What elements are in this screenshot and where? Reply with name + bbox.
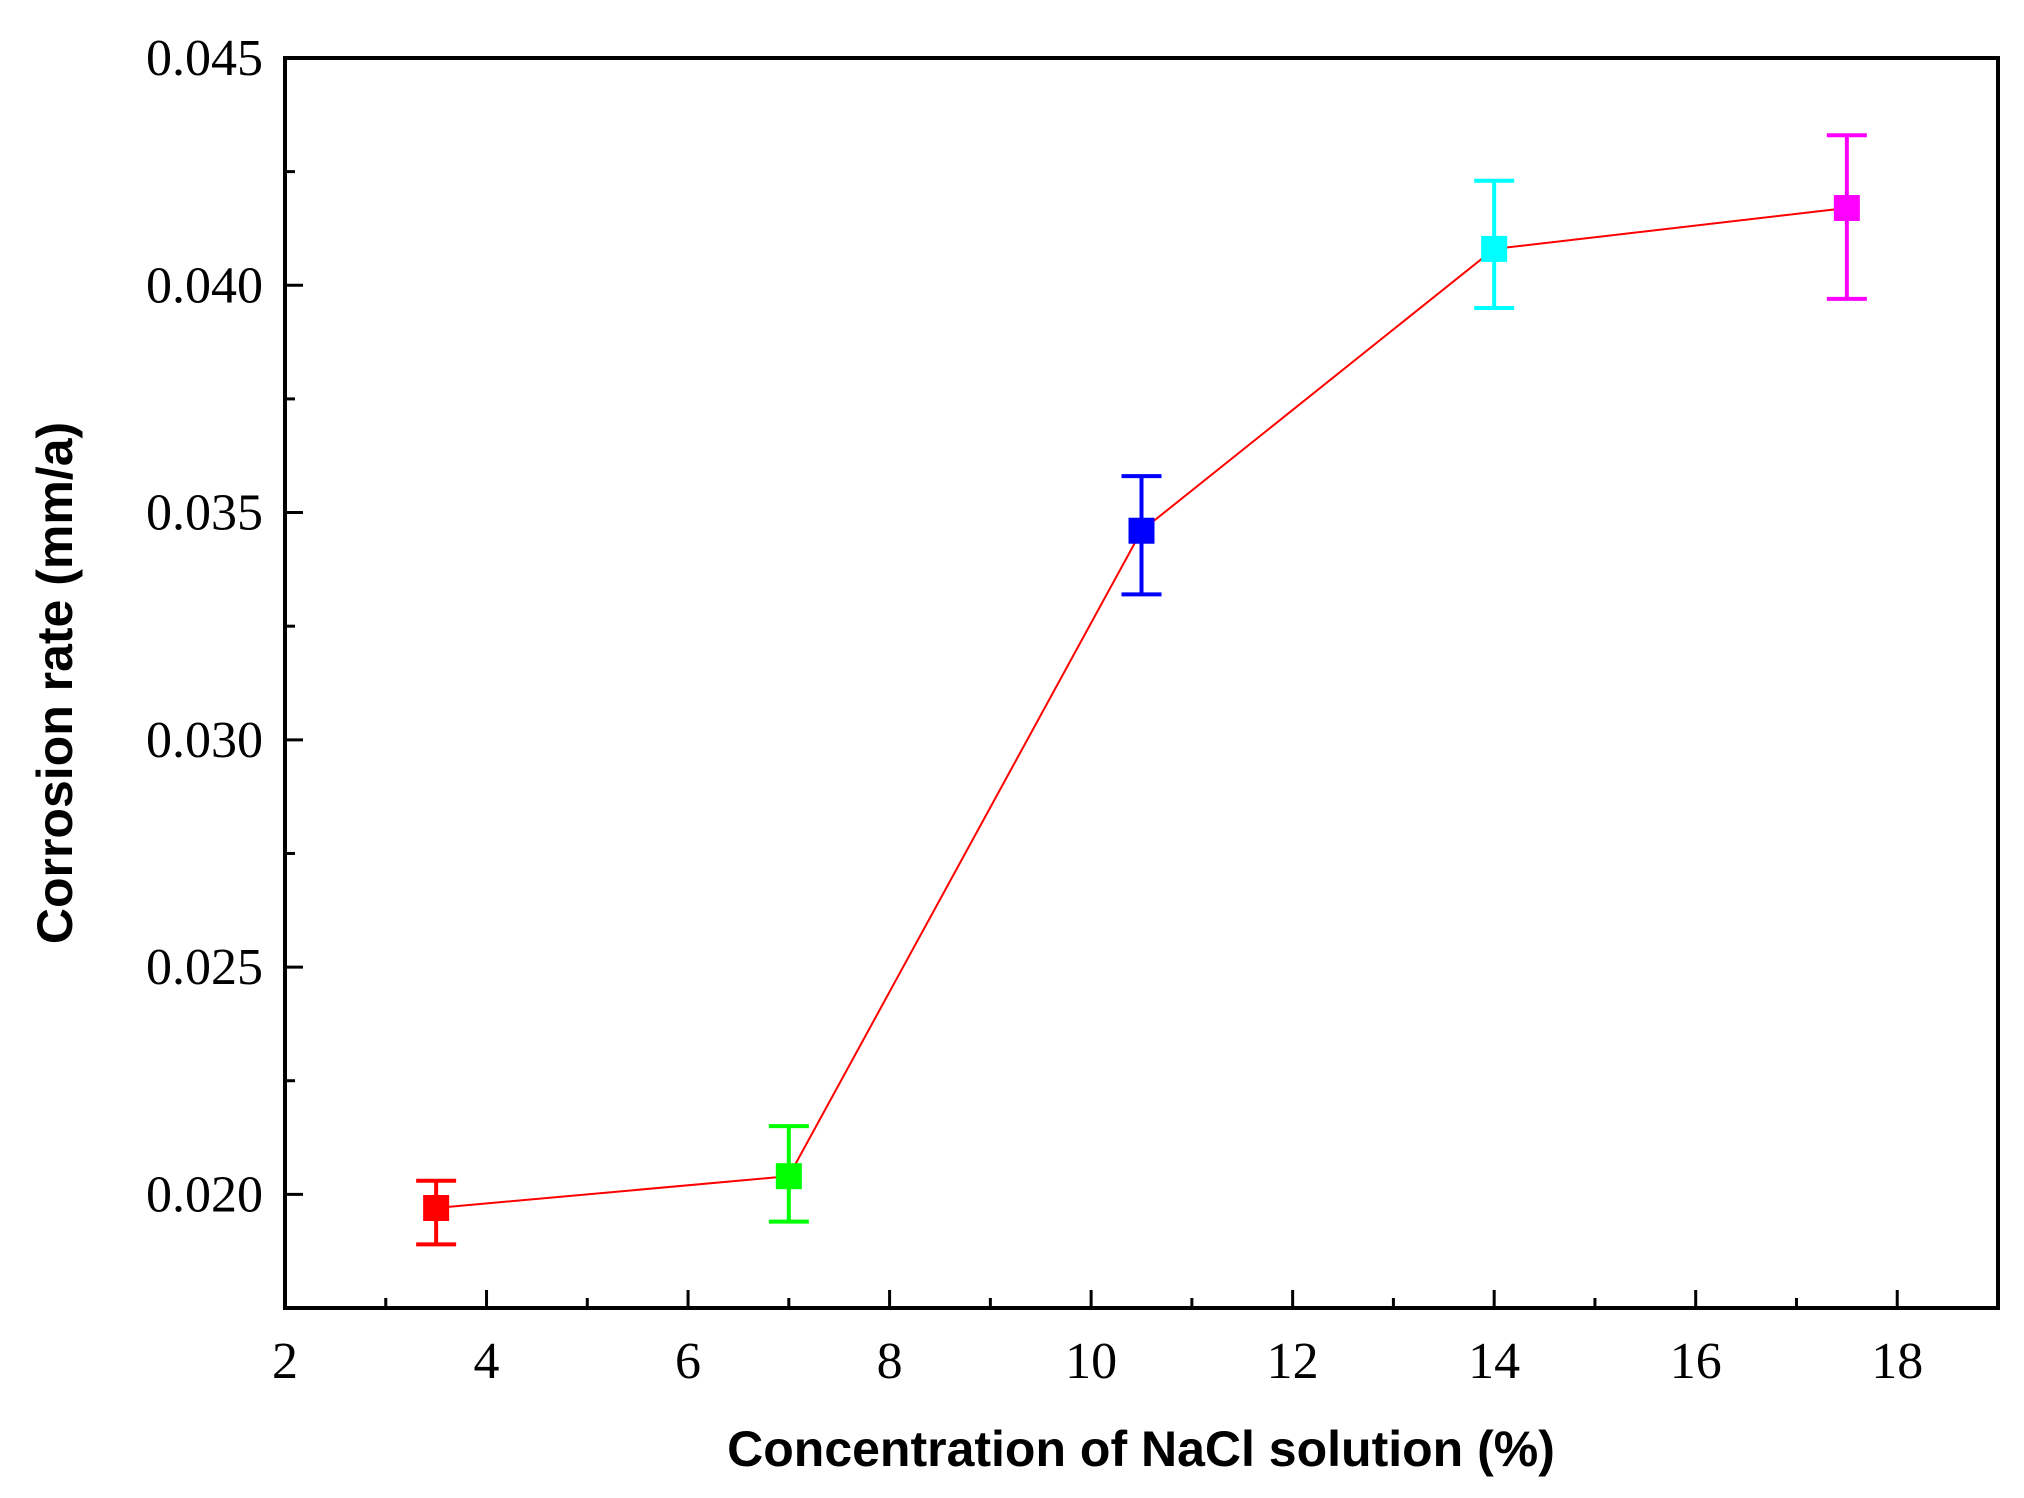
x-tick-label: 6 bbox=[675, 1333, 701, 1390]
data-point-marker bbox=[1481, 235, 1508, 262]
x-tick-label: 4 bbox=[474, 1333, 500, 1390]
data-point-marker bbox=[423, 1195, 450, 1221]
data-point-marker bbox=[1128, 517, 1155, 544]
major-ticks bbox=[283, 56, 1899, 1308]
minor-ticks bbox=[285, 170, 1798, 1308]
y-tick-label: 0.025 bbox=[146, 939, 263, 996]
markers bbox=[423, 195, 1860, 1221]
y-tick-label: 0.030 bbox=[146, 712, 263, 769]
x-tick-label: 12 bbox=[1267, 1333, 1319, 1390]
series-line bbox=[436, 207, 1847, 1209]
tick-labels: 2 4 6 8 10 12 14 16 18 0.020 0.025 0.030 0.035 0.040 0… bbox=[146, 30, 1923, 1390]
x-tick-label: 14 bbox=[1468, 1333, 1520, 1390]
x-tick-label: 2 bbox=[272, 1333, 298, 1390]
x-tick-label: 8 bbox=[877, 1333, 903, 1390]
x-tick-label: 16 bbox=[1670, 1333, 1722, 1390]
error-bars bbox=[416, 133, 1867, 1247]
y-tick-label: 0.040 bbox=[146, 257, 263, 314]
y-tick-label: 0.045 bbox=[146, 30, 263, 87]
data-point-marker bbox=[775, 1163, 802, 1190]
x-tick-label: 18 bbox=[1871, 1333, 1923, 1390]
x-tick-label: 10 bbox=[1065, 1333, 1117, 1390]
y-axis-title: Corrosion rate (mm/a) bbox=[27, 422, 83, 944]
plot-frame bbox=[283, 56, 2000, 1310]
y-tick-label: 0.035 bbox=[146, 485, 263, 542]
x-axis-title: Concentration of NaCl solution (%) bbox=[727, 1421, 1555, 1477]
y-tick-label: 0.020 bbox=[146, 1166, 263, 1223]
data-point-marker bbox=[1833, 195, 1860, 221]
